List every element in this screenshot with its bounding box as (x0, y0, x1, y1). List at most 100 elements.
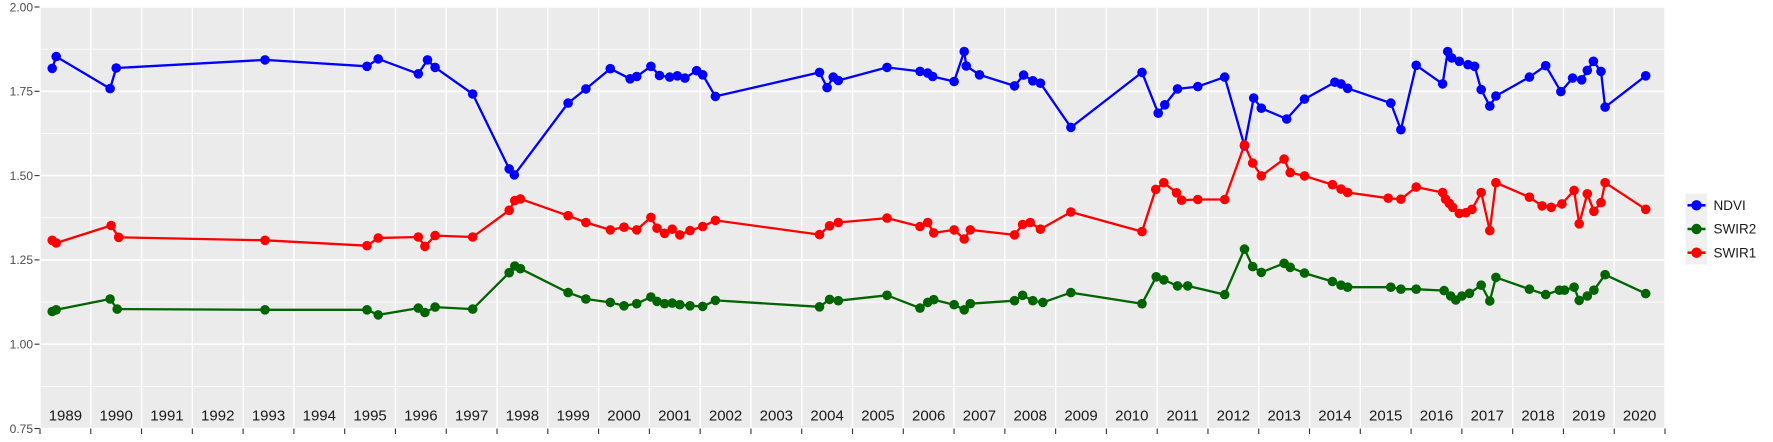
x-axis-label: 1993 (252, 408, 285, 425)
data-point-SWIR2 (1137, 298, 1147, 309)
data-point-SWIR2 (1476, 280, 1486, 291)
x-axis-label: 1998 (506, 408, 539, 425)
legend-key-point (1691, 200, 1702, 211)
legend-label: NDVI (1714, 198, 1746, 213)
x-axis-label: 1995 (353, 408, 386, 425)
data-point-SWIR1 (1476, 187, 1486, 198)
data-point-SWIR2 (1582, 291, 1593, 301)
data-point-NDVI (1582, 65, 1593, 76)
data-point-NDVI (949, 76, 959, 87)
data-point-NDVI (1567, 73, 1578, 83)
data-point-SWIR2 (362, 305, 372, 315)
data-point-NDVI (680, 73, 690, 83)
data-point-SWIR2 (260, 305, 270, 315)
data-point-SWIR2 (1569, 282, 1579, 293)
data-point-SWIR2 (833, 295, 844, 306)
x-axis-label: 2005 (861, 408, 894, 425)
x-axis-label: 1996 (404, 408, 437, 425)
data-point-SWIR1 (1546, 202, 1556, 213)
data-point-SWIR1 (605, 225, 616, 235)
x-axis-label: 1991 (150, 408, 183, 425)
data-point-SWIR2 (1285, 262, 1295, 273)
data-point-SWIR2 (373, 310, 384, 320)
x-axis-label: 2014 (1318, 408, 1351, 425)
data-point-SWIR1 (362, 240, 372, 251)
data-point-NDVI (1469, 61, 1480, 72)
data-point-SWIR2 (1600, 269, 1610, 280)
x-axis-label: 2010 (1115, 408, 1148, 425)
data-point-SWIR2 (467, 304, 478, 314)
data-point-NDVI (105, 83, 115, 94)
x-axis-label: 2018 (1521, 408, 1554, 425)
data-point-NDVI (1640, 71, 1651, 81)
data-point-SWIR1 (710, 215, 721, 226)
data-point-NDVI (654, 70, 665, 81)
data-point-SWIR2 (631, 298, 642, 309)
data-point-SWIR1 (1239, 140, 1250, 150)
data-point-SWIR1 (1569, 185, 1579, 196)
data-point-SWIR1 (631, 225, 642, 235)
data-point-NDVI (260, 55, 270, 65)
data-point-SWIR1 (1035, 224, 1046, 234)
data-point-SWIR2 (1038, 297, 1048, 308)
x-axis-label: 1994 (303, 408, 336, 425)
data-point-SWIR2 (605, 297, 616, 308)
data-point-SWIR1 (652, 223, 662, 233)
data-point-NDVI (1386, 98, 1396, 108)
data-point-NDVI (47, 63, 57, 74)
x-axis-label: 2017 (1471, 408, 1504, 425)
data-point-NDVI (1172, 84, 1183, 94)
data-point-SWIR1 (1150, 184, 1161, 195)
data-point-SWIR1 (1285, 167, 1295, 178)
data-point-SWIR2 (959, 305, 969, 315)
data-point-SWIR1 (1159, 177, 1169, 188)
data-point-SWIR1 (51, 238, 61, 248)
data-point-SWIR2 (1159, 275, 1169, 285)
data-point-NDVI (1596, 66, 1606, 77)
data-point-SWIR1 (1327, 179, 1338, 190)
data-point-SWIR2 (563, 287, 573, 298)
data-point-SWIR1 (1574, 219, 1584, 229)
data-point-SWIR2 (51, 305, 61, 315)
data-point-SWIR2 (1299, 268, 1310, 278)
data-point-NDVI (111, 63, 121, 73)
data-point-SWIR2 (1172, 281, 1183, 291)
data-point-SWIR1 (113, 232, 124, 243)
data-point-SWIR1 (814, 229, 825, 240)
data-point-NDVI (563, 98, 573, 108)
data-point-SWIR2 (1574, 295, 1584, 306)
series-NDVI (47, 46, 1651, 180)
data-point-SWIR2 (652, 296, 662, 307)
series-line-SWIR1 (51, 143, 1647, 248)
y-axis-label: 1.00 (10, 338, 34, 352)
data-point-SWIR1 (1524, 192, 1535, 202)
data-point-NDVI (1256, 103, 1267, 113)
data-point-SWIR1 (915, 221, 925, 232)
data-point-NDVI (631, 71, 642, 82)
data-point-SWIR1 (1447, 202, 1458, 213)
data-point-SWIR1 (106, 220, 116, 231)
data-point-SWIR1 (1025, 217, 1035, 228)
data-point-NDVI (1446, 53, 1457, 63)
data-point-SWIR1 (467, 232, 478, 242)
data-point-SWIR1 (260, 235, 270, 246)
data-point-SWIR2 (1464, 288, 1475, 299)
y-axis-label: 1.25 (10, 253, 34, 267)
series-SWIR2 (47, 244, 1651, 320)
x-axis-label: 2001 (658, 408, 691, 425)
data-point-NDVI (1576, 75, 1587, 85)
data-point-NDVI (1491, 91, 1501, 101)
data-point-SWIR2 (1457, 291, 1467, 301)
data-point-SWIR1 (1066, 207, 1076, 217)
data-point-NDVI (509, 170, 520, 180)
legend-label: SWIR2 (1714, 222, 1757, 237)
x-axis-label: 2003 (760, 408, 793, 425)
data-point-SWIR2 (1524, 284, 1535, 295)
data-point-NDVI (927, 71, 938, 82)
data-point-NDVI (1411, 60, 1421, 71)
data-point-NDVI (1028, 76, 1038, 86)
data-point-NDVI (51, 51, 61, 62)
x-axis-label: 2002 (709, 408, 742, 425)
data-point-SWIR2 (1239, 244, 1250, 254)
